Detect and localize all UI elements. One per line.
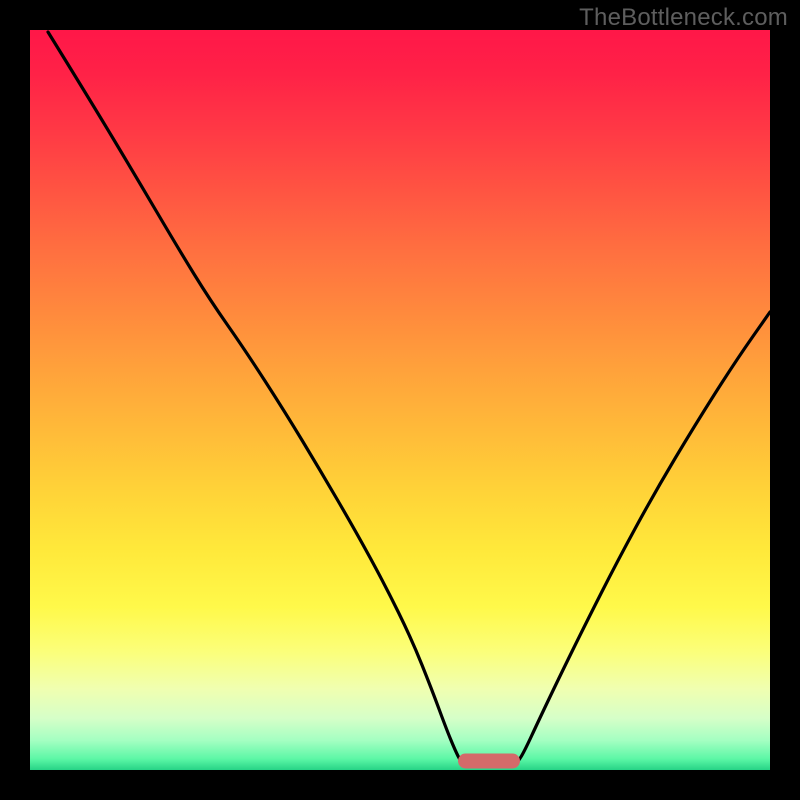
bottleneck-chart-svg: [0, 0, 800, 800]
chart-frame: TheBottleneck.com: [0, 0, 800, 800]
gradient-background: [30, 30, 770, 770]
watermark-label: TheBottleneck.com: [579, 4, 788, 32]
optimal-marker: [458, 754, 520, 769]
